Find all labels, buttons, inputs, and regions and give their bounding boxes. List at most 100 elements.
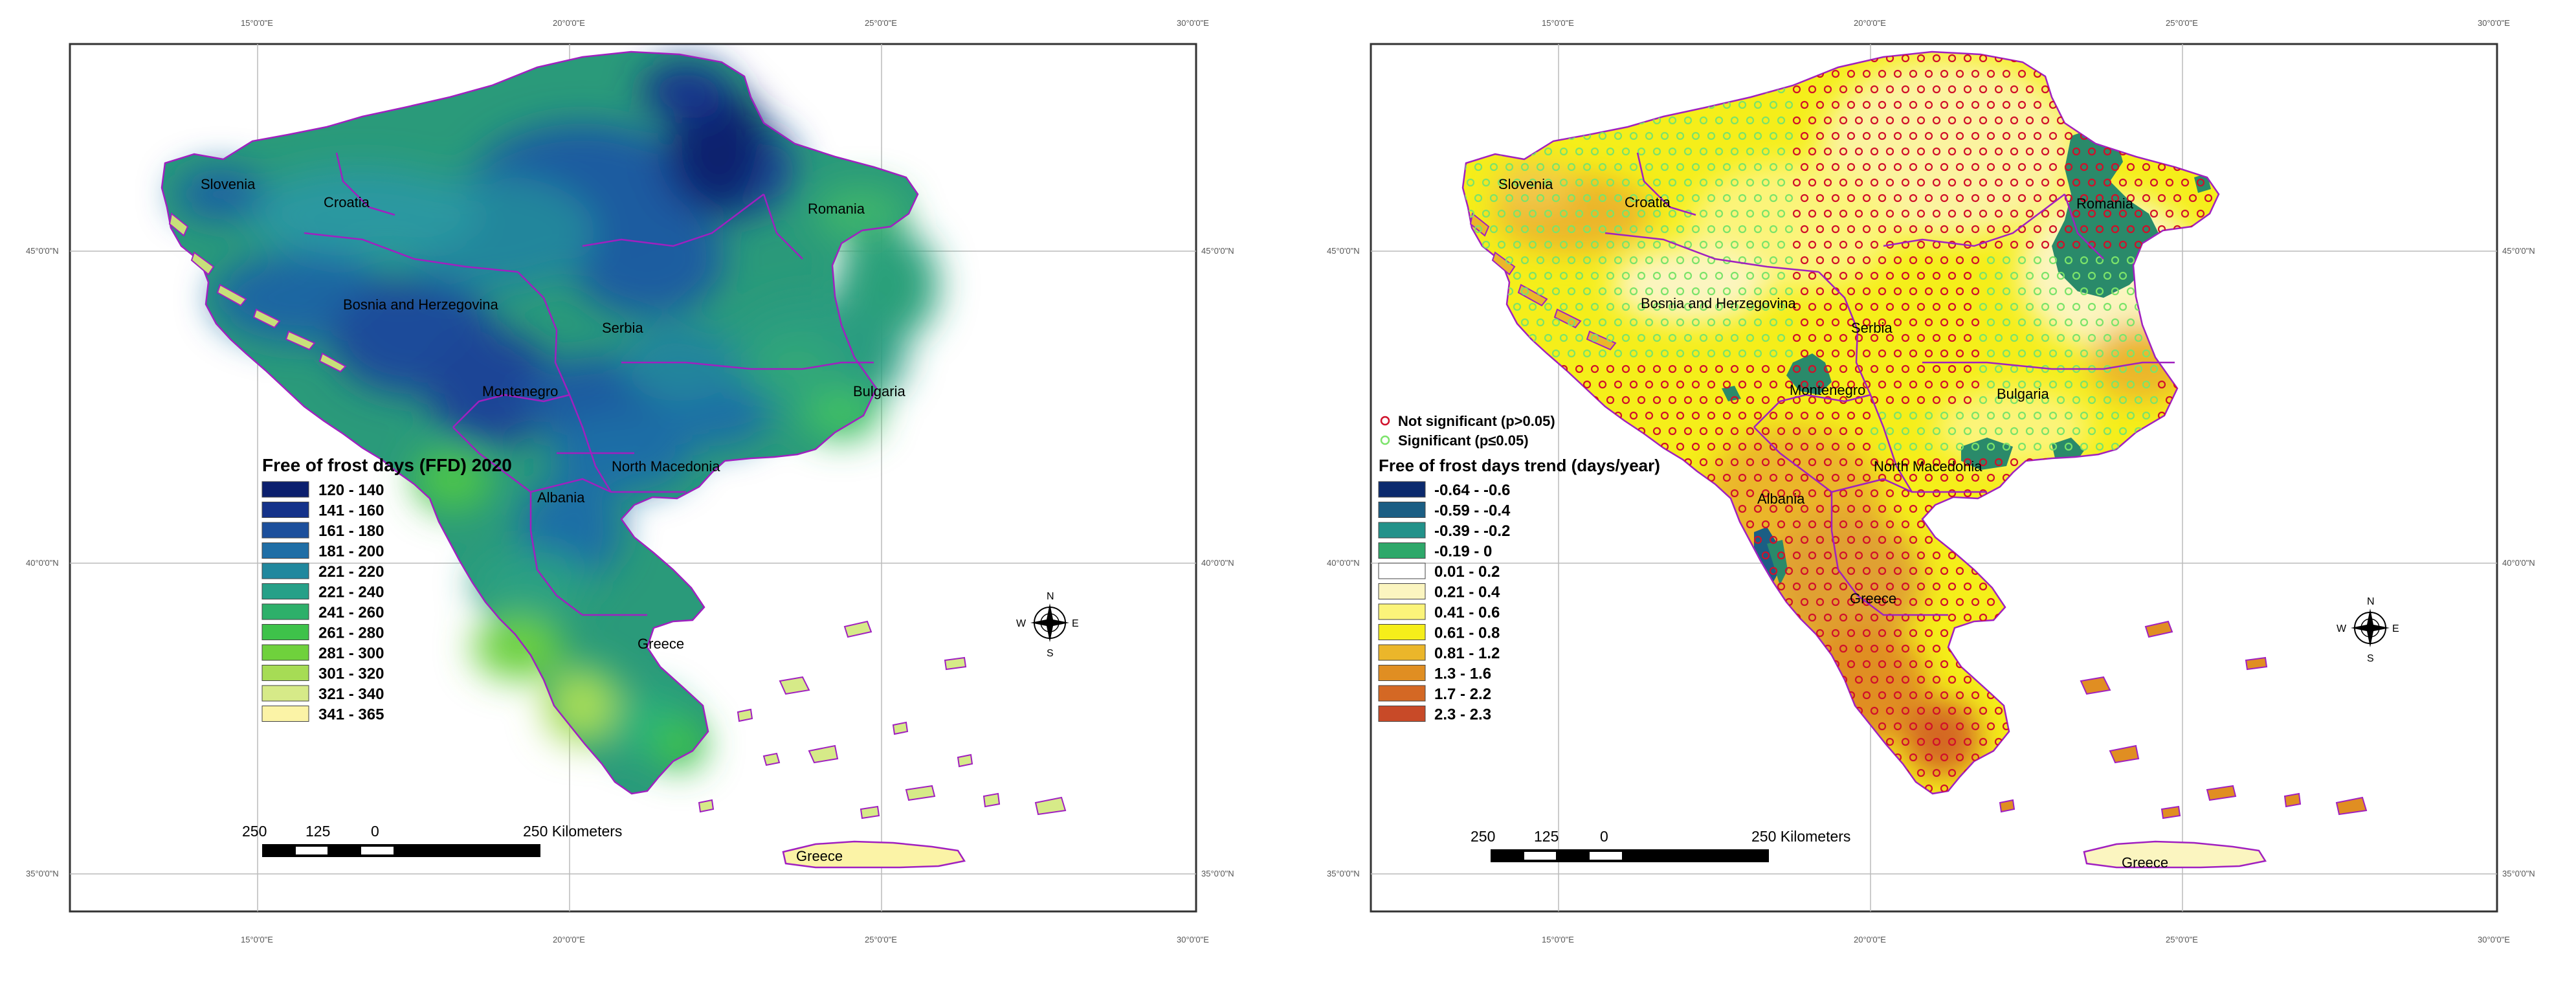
not-significant-marker [2025, 209, 2034, 218]
significant-marker [1637, 147, 1646, 156]
not-significant-marker [2095, 194, 2104, 203]
significant-marker [1559, 147, 1568, 156]
not-significant-marker [2049, 225, 2058, 234]
significant-marker [2056, 333, 2065, 342]
significant-marker [1497, 240, 1506, 249]
significant-marker [2072, 427, 2081, 436]
not-significant-marker [2002, 131, 2011, 140]
significant-marker [2126, 318, 2135, 327]
significant-marker [1652, 271, 1661, 280]
not-significant-marker [1777, 551, 1786, 560]
significant-marker [2118, 396, 2127, 405]
label-greece-crete: Greece [2122, 854, 2168, 871]
not-significant-marker [2149, 209, 2159, 218]
not-significant-marker [1870, 240, 1879, 249]
significant-marker [2002, 256, 2011, 265]
not-significant-marker [2041, 147, 2050, 156]
significant-marker [1777, 271, 1786, 280]
not-significant-marker [1948, 458, 1957, 467]
not-significant-marker [1893, 473, 1902, 482]
top-tick: 30°0'0"E [1177, 18, 1209, 28]
not-significant-marker [1699, 396, 1708, 405]
not-significant-marker [1800, 256, 1809, 265]
compass-s: S [2367, 653, 2374, 664]
ffd-legend-label: 241 - 260 [318, 604, 384, 621]
not-significant-marker [1924, 256, 1933, 265]
not-significant-marker [2033, 131, 2042, 140]
not-significant-marker [1909, 318, 1918, 327]
significant-marker [1784, 162, 1793, 172]
not-significant-marker [1870, 302, 1879, 311]
not-significant-marker [1955, 318, 1964, 327]
not-significant-marker [1730, 458, 1739, 467]
not-significant-marker [1893, 256, 1902, 265]
significant-marker [1916, 427, 1926, 436]
not-significant-marker [1792, 333, 1801, 342]
significant-marker [1769, 287, 1778, 296]
country-labels: Slovenia Croatia Romania Bosnia and Herz… [201, 176, 905, 864]
significant-marker [2049, 256, 2058, 265]
not-significant-marker [1955, 162, 1964, 172]
significant-marker [1893, 442, 1902, 451]
not-significant-marker [1815, 442, 1825, 451]
label-bosnia-herzegovina: Bosnia and Herzegovina [1641, 295, 1796, 311]
significant-marker [1722, 318, 1731, 327]
not-significant-marker [1924, 194, 1933, 203]
not-significant-marker [1847, 194, 1856, 203]
right-tick: 35°0'0"N [2502, 869, 2535, 878]
ffd-legend: Free of frost days (FFD) 2020 120 - 1401… [261, 455, 512, 724]
not-significant-marker [1878, 225, 1887, 234]
not-significant-marker [2025, 116, 2034, 125]
significant-marker [1683, 271, 1693, 280]
not-significant-marker [1862, 131, 1871, 140]
ffd-trend-map: Slovenia Croatia Romania Bosnia and Herz… [1327, 18, 2535, 944]
not-significant-marker [1815, 100, 1825, 109]
not-significant-marker [1839, 582, 1848, 591]
significant-marker [1769, 225, 1778, 234]
not-significant-marker [1683, 427, 1693, 436]
significant-marker [1520, 256, 1529, 265]
not-significant-marker [1979, 85, 1988, 94]
not-significant-marker [1909, 131, 1918, 140]
significant-marker [2056, 427, 2065, 436]
significant-marker [1909, 411, 1918, 420]
not-significant-marker [1629, 380, 1638, 389]
not-significant-marker [1839, 333, 1848, 342]
not-significant-marker [1924, 69, 1933, 78]
not-significant-marker [1800, 162, 1809, 172]
not-significant-marker [1901, 520, 1910, 529]
bottom-tick: 20°0'0"E [1854, 935, 1886, 944]
ffd-legend-swatch [261, 665, 309, 681]
not-significant-marker [1808, 116, 1817, 125]
not-significant-marker [1800, 597, 1809, 607]
not-significant-marker [1862, 349, 1871, 358]
significant-marker [1676, 194, 1685, 203]
significant-marker [1746, 302, 1755, 311]
not-significant-marker [1761, 364, 1770, 374]
significant-marker [1777, 116, 1786, 125]
not-significant-marker [1979, 54, 1988, 63]
not-significant-marker [1691, 442, 1700, 451]
not-significant-marker [1885, 489, 1894, 498]
not-significant-marker [1893, 380, 1902, 389]
not-significant-marker [1885, 85, 1894, 94]
not-significant-marker [1769, 504, 1778, 513]
not-significant-marker [1924, 162, 1933, 172]
not-significant-marker [1831, 411, 1840, 420]
not-significant-marker [1815, 318, 1825, 327]
significant-marker [1652, 333, 1661, 342]
significant-marker [1629, 287, 1638, 296]
significant-marker [2025, 333, 2034, 342]
significant-marker [1924, 442, 1933, 451]
significant-marker [1730, 209, 1739, 218]
not-significant-marker [2111, 225, 2120, 234]
right-tick: 35°0'0"N [1201, 869, 1234, 878]
significant-marker [1614, 131, 1623, 140]
significant-marker [2103, 302, 2112, 311]
significant-marker [1489, 162, 1498, 172]
not-significant-marker [1940, 225, 1949, 234]
significant-marker [1715, 116, 1724, 125]
not-significant-marker [1948, 333, 1957, 342]
significant-marker [1598, 162, 1607, 172]
not-significant-marker [2010, 85, 2019, 94]
